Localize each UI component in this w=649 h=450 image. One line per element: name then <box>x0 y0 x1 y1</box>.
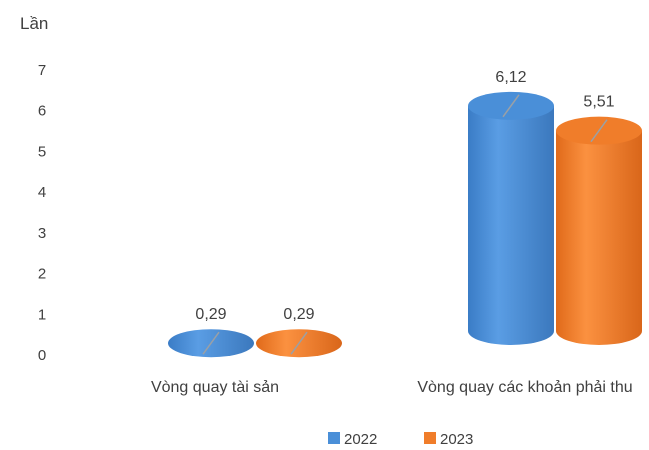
data-label-leader <box>590 119 608 143</box>
y-tick-label: 1 <box>38 306 46 323</box>
legend-swatch <box>424 432 436 444</box>
bar-body <box>468 105 554 331</box>
bar-base <box>556 317 642 345</box>
y-tick-label: 7 <box>38 62 46 79</box>
data-label-leader <box>290 331 308 355</box>
y-axis-ticks: 0 1 2 3 4 5 6 7 <box>38 62 46 364</box>
legend-label: 2023 <box>440 431 473 448</box>
y-tick-label: 4 <box>38 184 46 201</box>
data-label: 0,29 <box>283 306 314 323</box>
y-tick-label: 6 <box>38 103 46 120</box>
data-label: 0,29 <box>195 306 226 323</box>
data-label: 5,51 <box>583 94 614 111</box>
bar: 6,12 <box>468 69 554 345</box>
legend-label: 2022 <box>344 431 377 448</box>
category-labels: Vòng quay tài sản Vòng quay các khoản phả… <box>151 379 633 396</box>
data-label-leader <box>502 94 520 118</box>
bar: 5,51 <box>556 94 642 345</box>
y-tick-label: 5 <box>38 143 46 160</box>
bars: 0,29 6,12 0,29 5,51 <box>168 69 642 358</box>
bar-base <box>468 317 554 345</box>
data-label: 6,12 <box>495 69 526 86</box>
y-axis-label: Lần <box>20 14 48 33</box>
y-tick-label: 3 <box>38 225 46 242</box>
y-tick-label: 2 <box>38 266 46 283</box>
y-tick-label: 0 <box>38 347 46 364</box>
legend-swatch <box>328 432 340 444</box>
legend: 2022 2023 <box>328 431 473 448</box>
bar: 0,29 <box>168 306 254 358</box>
category-label: Vòng quay tài sản <box>151 379 279 396</box>
data-label-leader <box>202 331 220 355</box>
category-label: Vòng quay các khoản phải thu <box>417 379 632 396</box>
bar-body <box>556 130 642 331</box>
bar: 0,29 <box>256 306 342 358</box>
